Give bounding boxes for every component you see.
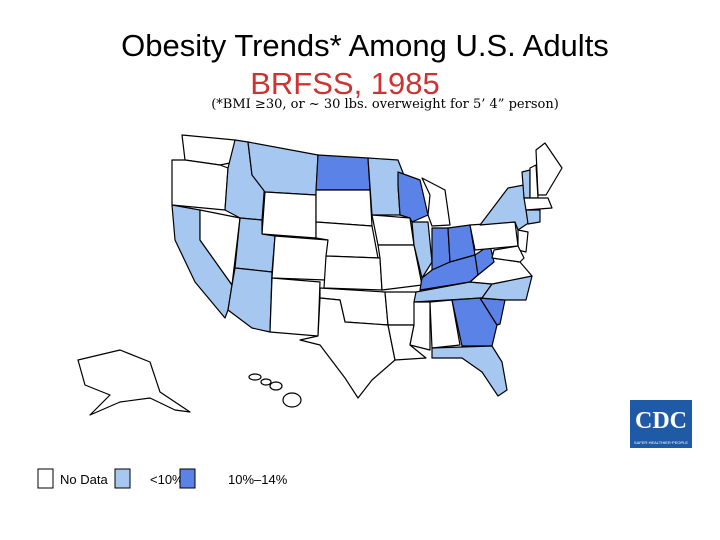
state — [491, 245, 525, 263]
state — [397, 171, 429, 223]
subtitle: BRFSS, 1985 — [250, 66, 440, 101]
state — [171, 159, 229, 211]
state — [315, 189, 373, 227]
state — [384, 291, 417, 326]
legend-swatch — [114, 468, 131, 489]
title: Obesity Trends* Among U.S. Adults — [121, 28, 609, 63]
state — [181, 134, 236, 166]
state — [523, 197, 553, 211]
state — [387, 324, 427, 361]
state — [315, 154, 371, 191]
state — [282, 392, 302, 408]
state — [517, 229, 529, 253]
state — [535, 142, 563, 196]
legend-swatch — [37, 468, 54, 489]
state — [409, 301, 431, 351]
state — [227, 267, 273, 333]
state — [299, 297, 396, 399]
state — [411, 221, 433, 279]
state — [269, 381, 283, 391]
state — [323, 255, 383, 291]
logo-tagline: SAFER·HEALTHIER·PEOPLE — [634, 440, 688, 445]
state — [261, 191, 317, 239]
state — [260, 378, 272, 386]
legend-label: <10% — [150, 472, 184, 487]
state — [271, 235, 329, 281]
state — [469, 221, 519, 251]
state — [421, 177, 451, 227]
state — [77, 349, 191, 416]
legend: No Data <10% 10%–14% — [37, 468, 288, 489]
state — [479, 184, 531, 231]
state — [429, 299, 461, 349]
state — [431, 345, 508, 397]
state — [525, 209, 541, 225]
logo-box — [630, 400, 692, 448]
legend-label: 10%–14% — [228, 472, 288, 487]
state — [371, 214, 415, 246]
state — [521, 169, 531, 199]
us-map — [77, 134, 563, 416]
legend-label: No Data — [60, 472, 108, 487]
logo-text: CDC — [635, 408, 687, 434]
legend-swatch — [179, 468, 196, 489]
state — [269, 277, 321, 337]
state — [451, 297, 498, 347]
note: (*BMI ≥30, or ~ 30 lbs. overweight for 5… — [211, 97, 559, 112]
state — [248, 373, 262, 381]
state — [377, 244, 423, 291]
